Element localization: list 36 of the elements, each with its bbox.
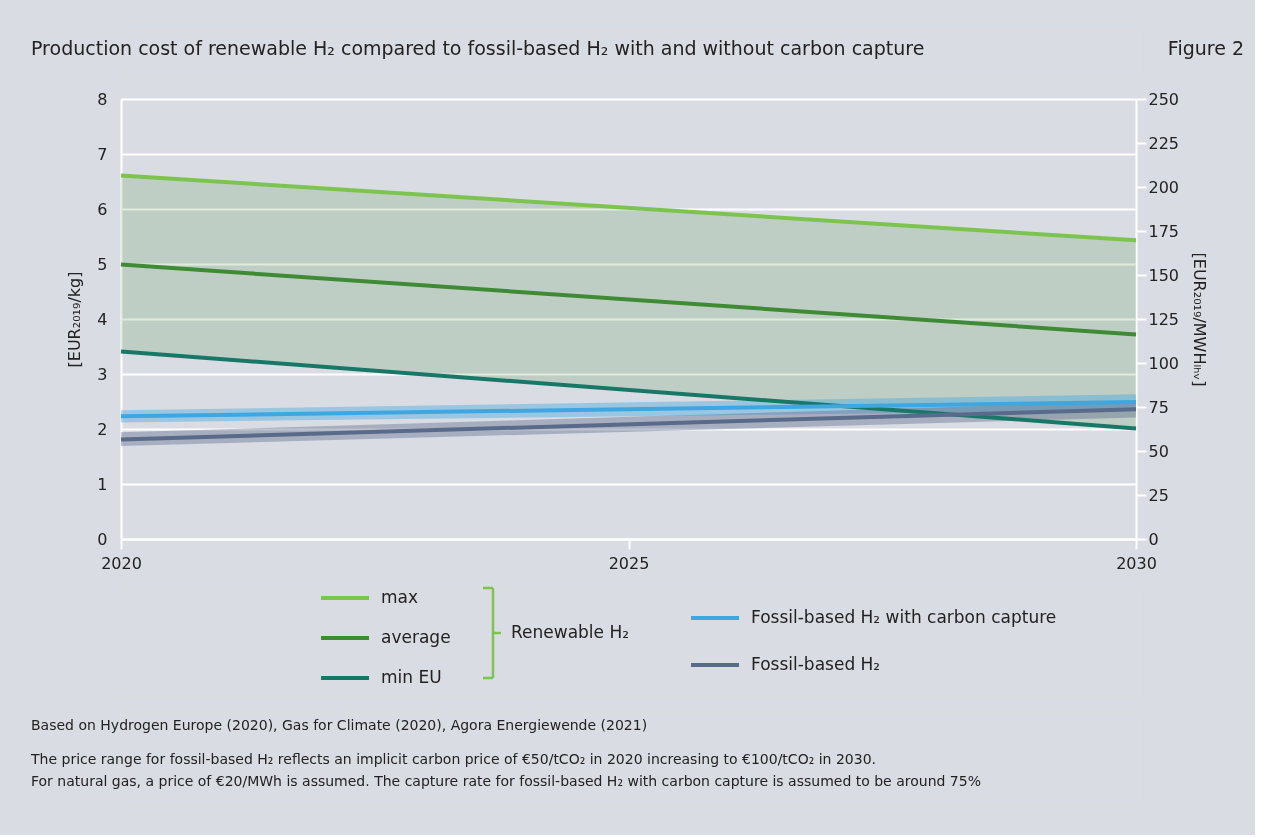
text: For natural gas, a price of €20/MWh is assumed. The capture rate for fossil-based H₂ with carbon capture is assumed to be around 75% [31,773,981,789]
y2-axis-title: [EUR₂₀₁₉/MWHₗₕᵥ] [1190,252,1210,387]
y-tick-label: 3 [97,364,108,384]
y2-tick-label: 50 [1148,441,1169,461]
y-tick-label: 2 [97,419,108,439]
chart-title: Production cost of renewable H₂ compared to fossil-based H₂ with and without carbon capture [31,37,925,59]
legend-label: Fossil-based H₂ [751,654,881,674]
text: Based on Hydrogen Europe (2020), Gas for Climate (2020), Agora Energiewende (2021) [31,717,648,733]
y2-tick-label: 250 [1148,89,1180,109]
legend-title: Renewable H₂ [511,622,630,642]
y-tick-label: 0 [97,529,108,549]
y2-tick-label: 225 [1148,133,1180,153]
y-tick-label: 1 [97,474,108,494]
legend-label: average [381,627,451,647]
y2-tick-label: 125 [1148,309,1180,329]
y2-tick-label: 25 [1148,485,1169,505]
text: The price range for fossil-based H₂ reflects an implicit carbon price of €50/tCO₂ in 2020 increasing to €100/tCO₂ in 2030. [30,751,877,767]
y2-tick-label: 150 [1148,265,1180,285]
y2-tick-label: 200 [1148,177,1180,197]
y-axis-title: [EUR₂₀₁₉/kg] [65,271,85,368]
y2-tick-label: 100 [1148,353,1180,373]
y-tick-label: 6 [97,199,108,219]
y-tick-label: 5 [97,254,108,274]
y-tick-label: 4 [97,309,108,329]
y2-tick-label: 75 [1148,397,1169,417]
x-tick-label: 2020 [101,553,142,573]
y-tick-label: 7 [97,144,108,164]
x-tick-label: 2025 [608,553,650,573]
y2-tick-label: 0 [1148,529,1159,549]
caption: Figure 2 [1167,37,1244,59]
y-tick-label: 8 [97,89,108,109]
legend-label: Fossil-based H₂ with carbon capture [751,607,1057,627]
x-tick-label: 2030 [1116,553,1157,573]
y2-tick-label: 175 [1148,221,1180,241]
legend-label: max [381,587,419,607]
legend-label: min EU [381,667,442,687]
